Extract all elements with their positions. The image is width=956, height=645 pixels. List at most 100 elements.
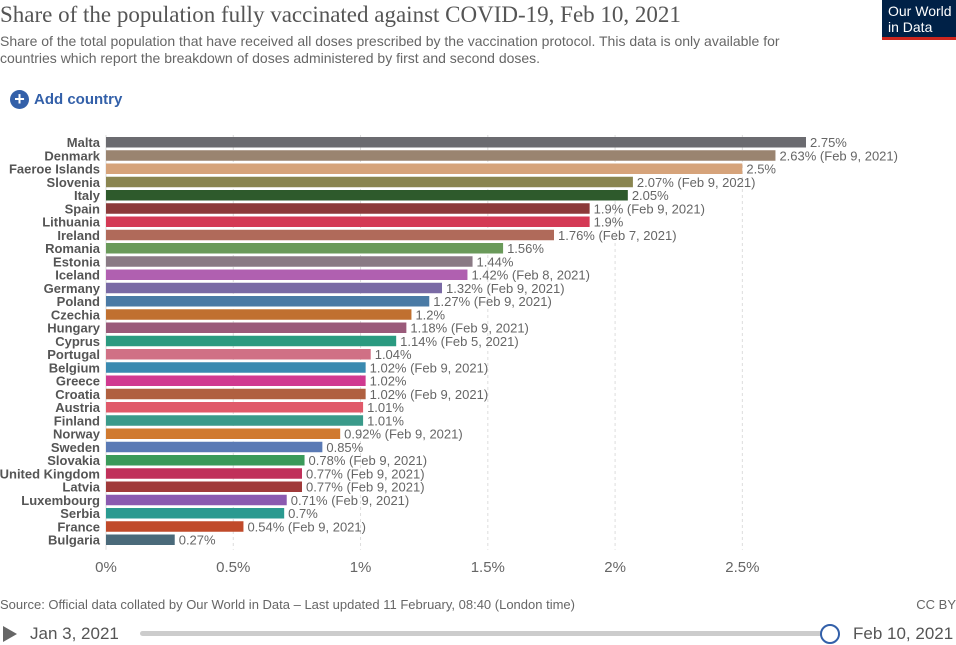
value-label: 0.78% (Feb 9, 2021) bbox=[309, 453, 428, 468]
country-label: Belgium bbox=[49, 360, 100, 375]
value-label: 0.71% (Feb 9, 2021) bbox=[291, 493, 410, 508]
country-label: Italy bbox=[74, 188, 101, 203]
country-label: Latvia bbox=[62, 480, 100, 495]
value-label: 1.9% bbox=[594, 215, 624, 230]
value-label: 0.77% (Feb 9, 2021) bbox=[306, 480, 425, 495]
value-label: 1.01% bbox=[367, 413, 404, 428]
bar bbox=[106, 322, 407, 333]
x-tick-label: 1.5% bbox=[471, 559, 505, 576]
country-label: Denmark bbox=[44, 148, 100, 163]
country-label: Norway bbox=[53, 427, 101, 442]
value-label: 2.5% bbox=[746, 162, 776, 177]
value-label: 0.27% bbox=[179, 533, 216, 548]
chart-subtitle: Share of the total population that have … bbox=[0, 33, 780, 66]
bar bbox=[106, 190, 628, 201]
bar bbox=[106, 256, 473, 267]
country-label: United Kingdom bbox=[0, 466, 100, 481]
bar bbox=[106, 441, 323, 453]
bar bbox=[106, 375, 366, 386]
country-label: Bulgaria bbox=[48, 533, 101, 548]
bar bbox=[106, 163, 743, 174]
bar bbox=[106, 508, 285, 519]
value-label: 1.9% (Feb 9, 2021) bbox=[594, 201, 705, 216]
bar bbox=[106, 494, 287, 506]
value-label: 0.7% bbox=[288, 506, 318, 521]
country-label: Croatia bbox=[55, 387, 101, 402]
timeline-start-date: Jan 3, 2021 bbox=[30, 624, 119, 643]
bar bbox=[106, 481, 302, 492]
country-label: Estonia bbox=[53, 254, 101, 269]
country-label: Portugal bbox=[47, 347, 100, 362]
bar bbox=[106, 402, 364, 413]
value-label: 0.77% (Feb 9, 2021) bbox=[306, 466, 425, 481]
country-label: Malta bbox=[67, 135, 101, 150]
value-label: 2.75% bbox=[810, 135, 847, 150]
timeline-track[interactable] bbox=[140, 631, 832, 636]
value-label: 1.01% bbox=[367, 400, 404, 415]
license-link[interactable]: CC BY bbox=[916, 597, 956, 612]
country-label: Romania bbox=[45, 241, 101, 256]
bar bbox=[106, 309, 412, 320]
bar bbox=[106, 203, 590, 214]
plus-icon: + bbox=[10, 90, 29, 109]
bar bbox=[106, 229, 554, 241]
bar bbox=[106, 243, 504, 254]
add-country-label: Add country bbox=[34, 91, 123, 108]
bar-chart: 0% 0.5% 1% 1.5% 2% 2.5% Malta 2.75% Denmark 2.63%… bbox=[0, 135, 898, 576]
country-label: Austria bbox=[55, 400, 101, 415]
bar bbox=[106, 415, 364, 426]
x-tick-label: 2% bbox=[604, 559, 626, 576]
value-label: 1.02% (Feb 9, 2021) bbox=[370, 360, 489, 375]
timeline-end-date: Feb 10, 2021 bbox=[853, 624, 954, 643]
bar bbox=[106, 455, 305, 466]
value-label: 1.42% (Feb 8, 2021) bbox=[471, 268, 590, 283]
source-note: Source: Official data collated by Our Wo… bbox=[0, 597, 575, 612]
bar bbox=[106, 349, 371, 360]
value-label: 2.63% (Feb 9, 2021) bbox=[779, 148, 898, 163]
country-label: France bbox=[57, 519, 100, 534]
value-label: 2.07% (Feb 9, 2021) bbox=[637, 175, 756, 190]
country-label: Iceland bbox=[55, 268, 100, 283]
country-label: Finland bbox=[54, 413, 100, 428]
country-label: Sweden bbox=[51, 440, 100, 455]
timeline-handle[interactable] bbox=[820, 624, 840, 644]
value-label: 1.76% (Feb 7, 2021) bbox=[558, 228, 677, 243]
bar bbox=[106, 468, 302, 479]
bar bbox=[106, 150, 776, 161]
country-label: Greece bbox=[56, 374, 100, 389]
bar bbox=[106, 521, 244, 532]
value-label: 1.32% (Feb 9, 2021) bbox=[446, 281, 565, 296]
value-label: 1.02% (Feb 9, 2021) bbox=[370, 387, 489, 402]
country-label: Serbia bbox=[60, 506, 101, 521]
country-label: Luxembourg bbox=[21, 493, 100, 508]
add-country-button[interactable]: + Add country bbox=[10, 90, 122, 109]
value-label: 1.2% bbox=[415, 307, 445, 322]
value-label: 1.27% (Feb 9, 2021) bbox=[433, 294, 552, 309]
bar bbox=[106, 335, 397, 347]
bar bbox=[106, 388, 366, 400]
country-label: Cyprus bbox=[55, 334, 100, 349]
country-label: Faeroe Islands bbox=[9, 162, 100, 177]
country-label: Poland bbox=[57, 294, 100, 309]
value-label: 1.44% bbox=[477, 254, 514, 269]
bar bbox=[106, 428, 341, 439]
value-label: 1.56% bbox=[507, 241, 544, 256]
country-label: Hungary bbox=[47, 321, 101, 336]
value-label: 0.85% bbox=[326, 440, 363, 455]
value-label: 2.05% bbox=[632, 188, 669, 203]
country-label: Ireland bbox=[57, 228, 100, 243]
owid-logo[interactable]: Our World in Data bbox=[882, 0, 956, 40]
value-label: 1.02% bbox=[370, 374, 407, 389]
bar bbox=[106, 216, 590, 227]
bar bbox=[106, 296, 430, 307]
country-label: Slovakia bbox=[47, 453, 101, 468]
value-label: 1.14% (Feb 5, 2021) bbox=[400, 334, 519, 349]
value-label: 0.92% (Feb 9, 2021) bbox=[344, 427, 463, 442]
bar bbox=[106, 269, 468, 280]
bar bbox=[106, 176, 633, 188]
play-icon[interactable] bbox=[3, 626, 17, 642]
bar bbox=[106, 362, 366, 373]
bar bbox=[106, 137, 806, 148]
country-label: Spain bbox=[65, 201, 100, 216]
chart-title: Share of the population fully vaccinated… bbox=[0, 2, 681, 27]
